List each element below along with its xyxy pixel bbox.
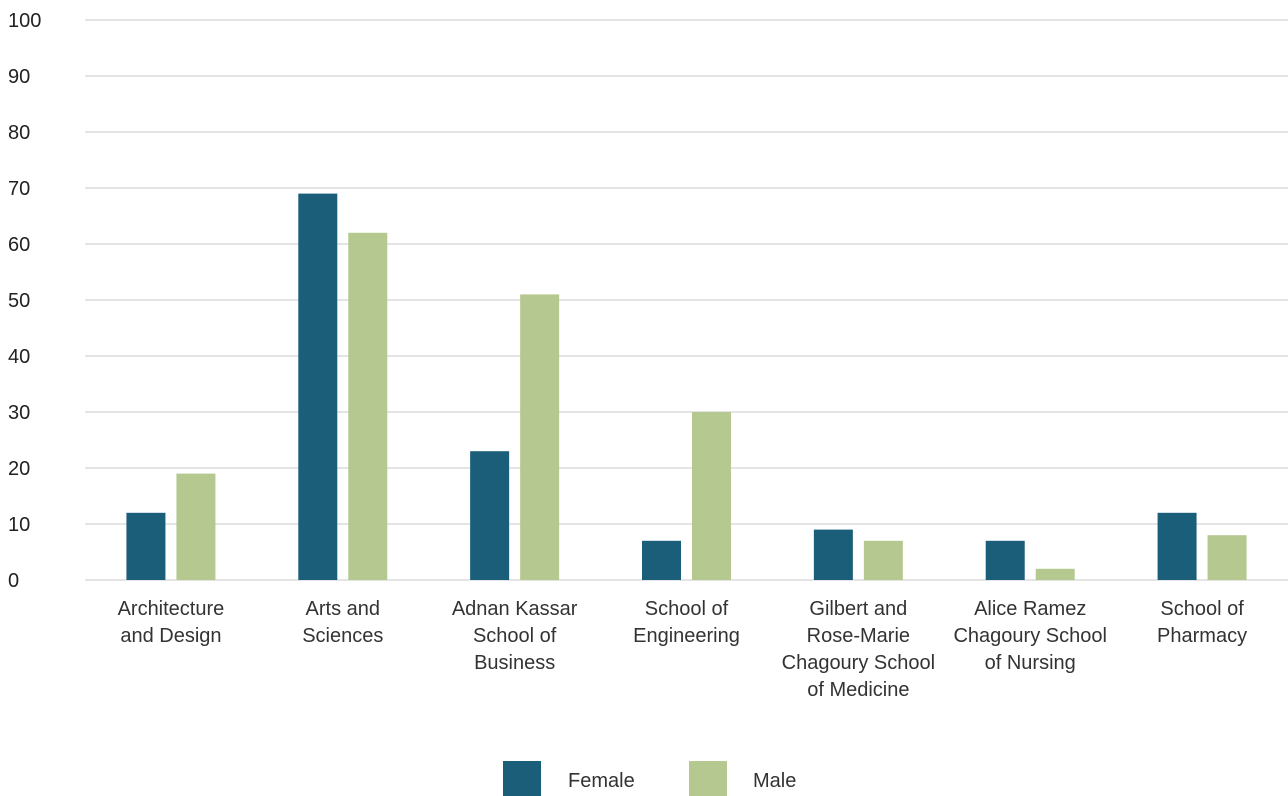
bar-female [986,541,1025,580]
x-category-label-line: Chagoury School [953,625,1106,647]
x-category-label-line: School of [645,598,729,620]
x-category-label: Arts and Sciences [302,598,383,647]
x-category-label-line: Engineering [633,625,740,647]
bar-female [470,451,509,580]
bar-male [864,541,903,580]
bar-male [348,233,387,580]
x-category-label-line: School of [1160,598,1244,620]
legend-label: Female [568,770,635,792]
x-category-label-line: School of [473,625,557,647]
x-category-label-line: Sciences [302,625,383,647]
x-category-label-line: Arts and [306,598,380,620]
x-category-label-line: of Nursing [985,652,1076,674]
legend-item: Female [503,761,635,796]
y-tick-label: 80 [8,122,30,144]
x-category-label: School of Pharmacy [1157,598,1247,647]
x-category-label-line: Business [474,652,555,674]
legend-item: Male [689,761,796,796]
y-axis-ticks: 0 10 20 30 40 50 60 70 80 90 100 [8,10,41,592]
x-category-label: Gilbert and Rose-Marie Chagoury School of M… [782,598,935,701]
bars [126,194,1246,580]
legend: Female Male [503,761,796,796]
y-tick-label: 10 [8,514,30,536]
y-tick-label: 0 [8,570,19,592]
y-tick-label: 90 [8,66,30,88]
bar-male [692,412,731,580]
bar-female [642,541,681,580]
x-category-label-line: Chagoury School [782,652,935,674]
y-tick-label: 30 [8,402,30,424]
y-tick-label: 60 [8,234,30,256]
x-category-label: Adnan Kassar School of Business [452,598,578,674]
bar-male [520,294,559,580]
legend-swatch-female [503,761,541,796]
x-category-label-line: Pharmacy [1157,625,1247,647]
bar-male [1208,535,1247,580]
x-category-label-line: of Medicine [807,679,909,701]
x-category-label: Alice Ramez Chagoury School of Nursing [953,598,1106,674]
bar-male [1036,569,1075,580]
x-category-label: School of Engineering [633,598,740,647]
y-tick-label: 70 [8,178,30,200]
x-category-label-line: Gilbert and [809,598,907,620]
legend-swatch-male [689,761,727,796]
bar-female [298,194,337,580]
x-axis-category-labels: Architecture and Design Arts and Sciences Ad… [118,598,1248,701]
bar-female [126,513,165,580]
x-category-label-line: Alice Ramez [974,598,1086,620]
bar-female [1158,513,1197,580]
y-tick-label: 100 [8,10,41,32]
x-category-label-line: Rose-Marie [807,625,910,647]
x-category-label-line: and Design [120,625,221,647]
y-tick-label: 50 [8,290,30,312]
y-tick-label: 20 [8,458,30,480]
x-category-label-line: Architecture [118,598,225,620]
x-category-label: Architecture and Design [118,598,225,647]
y-tick-label: 40 [8,346,30,368]
legend-label: Male [753,770,796,792]
x-category-label-line: Adnan Kassar [452,598,578,620]
bar-male [176,474,215,580]
bar-female [814,530,853,580]
gridlines [85,20,1288,580]
